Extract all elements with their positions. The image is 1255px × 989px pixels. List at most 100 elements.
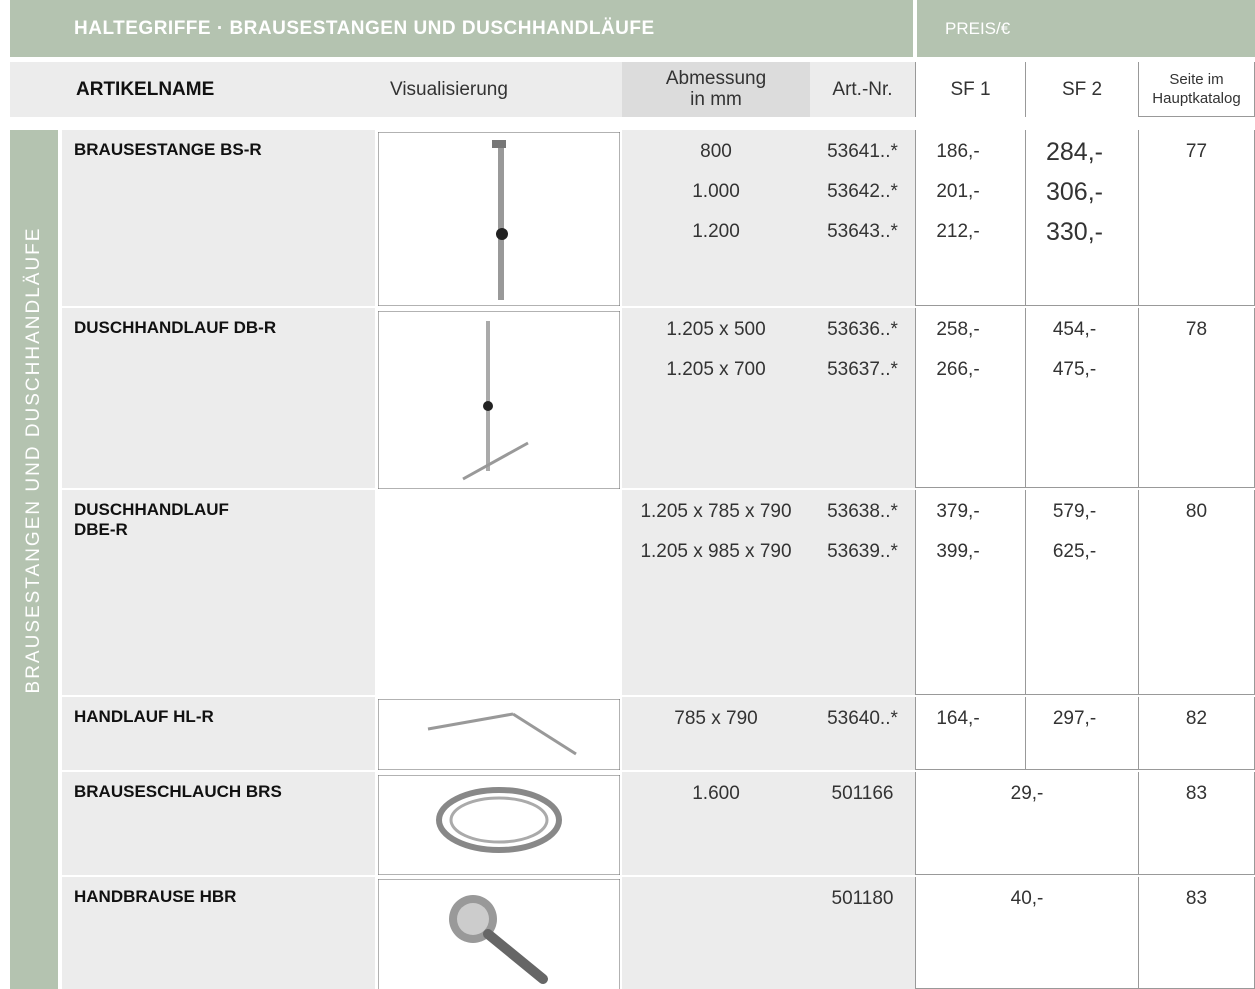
article-no: 53638..* [827, 501, 898, 522]
article-no: 53642..* [827, 181, 898, 202]
price-sf1: 212,- [936, 221, 980, 242]
dimension: 1.205 x 785 x 790 [640, 501, 792, 522]
dimension: 1.000 [692, 181, 740, 202]
image-hand-shower [378, 879, 620, 989]
article-no: 501180 [831, 888, 894, 909]
page-ref: 78 [1185, 319, 1208, 340]
article-no-cell: 53638..* 53639..* [810, 490, 915, 695]
article-no-cell: 53636..* 53637..* [810, 308, 915, 488]
price-sf2: 297,- [1052, 708, 1097, 729]
price-sf1: 399,- [936, 541, 980, 562]
price-sf1: 258,- [936, 319, 980, 340]
col-page-line: Hauptkatalog [1152, 90, 1241, 107]
price-sf2: 306,- [1046, 178, 1103, 206]
page-ref: 82 [1185, 708, 1208, 729]
dimension-cell: 800 1.000 1.200 [622, 130, 810, 306]
price: 40,- [1010, 888, 1044, 909]
price-sf2: 284,- [1046, 138, 1103, 166]
price-label: PREIS/€ [917, 0, 1255, 57]
price-sf1: 201,- [936, 181, 980, 202]
article-name: DUSCHHANDLAUF DBE-R [74, 500, 229, 539]
price-sf1: 379,- [936, 501, 980, 522]
article-name: BRAUSESTANGE BS-R [74, 140, 262, 159]
price-sf2: 625,- [1052, 541, 1097, 562]
price-sf2: 579,- [1052, 501, 1097, 522]
name-cell: HANDLAUF HL-R [62, 697, 375, 770]
sf2-cell: 284,- 306,- 330,- [1025, 130, 1138, 306]
article-no-cell: 53640..* [810, 697, 915, 770]
name-cell: BRAUSESTANGE BS-R [62, 130, 375, 306]
name-cell: DUSCHHANDLAUF DB-R [62, 308, 375, 488]
sf2-cell: 297,- [1025, 697, 1138, 770]
sf1-cell: 379,- 399,- [915, 490, 1025, 695]
name-cell: HANDBRAUSE HBR [62, 877, 375, 989]
page-ref: 77 [1185, 141, 1208, 162]
dimension: 1.600 [692, 783, 740, 804]
table-title: HALTEGRIFFE · BRAUSESTANGEN UND DUSCHHAN… [10, 0, 913, 57]
article-no: 53637..* [827, 359, 898, 380]
side-band: BRAUSESTANGEN UND DUSCHHANDLÄUFE [10, 130, 58, 989]
sf2-cell: 579,- 625,- [1025, 490, 1138, 695]
article-no: 53639..* [827, 541, 898, 562]
article-no-cell: 501166 [810, 772, 915, 875]
article-name: BRAUSESCHLAUCH BRS [74, 782, 282, 801]
col-visual: Visualisierung [375, 62, 622, 117]
col-sf2: SF 2 [1026, 62, 1138, 117]
price-sf1: 266,- [936, 359, 980, 380]
dimension: 1.205 x 700 [666, 359, 766, 380]
page-cell: 78 [1138, 308, 1255, 488]
page-cell: 83 [1138, 877, 1255, 989]
col-page: Seite im Hauptkatalog [1138, 62, 1255, 117]
price: 29,- [1010, 783, 1044, 804]
price-sf1: 164,- [936, 708, 980, 729]
article-no: 53640..* [827, 708, 898, 729]
image-shower-rail [378, 132, 620, 306]
price-sf1: 186,- [936, 141, 980, 162]
price-sf2: 475,- [1052, 359, 1097, 380]
sf1-cell: 164,- [915, 697, 1025, 770]
page-ref: 80 [1185, 501, 1208, 522]
article-no-cell: 53641..* 53642..* 53643..* [810, 130, 915, 306]
page-ref: 83 [1185, 783, 1208, 804]
col-name: ARTIKELNAME [10, 62, 375, 117]
image-handrail [378, 699, 620, 770]
sf2-cell: 454,- 475,- [1025, 308, 1138, 488]
sf1-cell: 40,- [915, 877, 1138, 989]
page-ref: 83 [1185, 888, 1208, 909]
dimension: 1.205 x 985 x 790 [640, 541, 792, 562]
article-name: HANDLAUF HL-R [74, 707, 214, 726]
col-dimension-line: Abmessung [665, 68, 767, 89]
col-article-no: Art.-Nr. [810, 62, 915, 117]
article-no: 501166 [831, 783, 894, 804]
side-label: BRAUSESTANGEN UND DUSCHHANDLÄUFE [23, 226, 44, 694]
dimension: 1.205 x 500 [666, 319, 766, 340]
dimension-cell: 785 x 790 [622, 697, 810, 770]
dimension-cell: 1.600 [622, 772, 810, 875]
dimension-cell: 1.205 x 500 1.205 x 700 [622, 308, 810, 488]
col-sf1: SF 1 [915, 62, 1026, 117]
article-no: 53636..* [827, 319, 898, 340]
col-dimension: Abmessung in mm [622, 62, 810, 117]
article-no: 53643..* [827, 221, 898, 242]
page-cell: 82 [1138, 697, 1255, 770]
image-rail-db [378, 311, 620, 489]
name-cell: DUSCHHANDLAUF DBE-R [62, 490, 375, 695]
col-page-line: Seite im [1169, 71, 1224, 88]
dimension-cell [622, 877, 810, 989]
article-name: HANDBRAUSE HBR [74, 887, 237, 906]
article-no-cell: 501180 [810, 877, 915, 989]
article-no: 53641..* [827, 141, 898, 162]
col-dimension-line: in mm [690, 89, 742, 110]
page-cell: 77 [1138, 130, 1255, 306]
dimension: 1.200 [692, 221, 740, 242]
page-cell: 80 [1138, 490, 1255, 695]
price-sf2: 330,- [1046, 218, 1103, 246]
image-hose [378, 775, 620, 875]
sf1-cell: 29,- [915, 772, 1138, 875]
page-cell: 83 [1138, 772, 1255, 875]
name-cell: BRAUSESCHLAUCH BRS [62, 772, 375, 875]
price-sf2: 454,- [1052, 319, 1097, 340]
dimension-cell: 1.205 x 785 x 790 1.205 x 985 x 790 [622, 490, 810, 695]
article-name: DUSCHHANDLAUF DB-R [74, 318, 277, 337]
